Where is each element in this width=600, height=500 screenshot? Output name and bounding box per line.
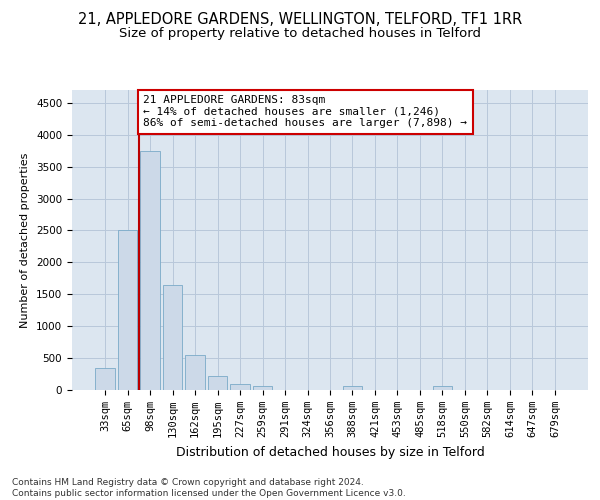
Bar [185,355,205,390]
Bar [253,386,272,390]
Text: 21 APPLEDORE GARDENS: 83sqm
← 14% of detached houses are smaller (1,246)
86% of : 21 APPLEDORE GARDENS: 83sqm ← 14% of det… [143,95,467,128]
Bar [118,230,137,390]
Bar [433,386,452,390]
Y-axis label: Number of detached properties: Number of detached properties [20,152,31,328]
Bar [343,386,362,390]
Text: Contains HM Land Registry data © Crown copyright and database right 2024.
Contai: Contains HM Land Registry data © Crown c… [12,478,406,498]
Text: 21, APPLEDORE GARDENS, WELLINGTON, TELFORD, TF1 1RR: 21, APPLEDORE GARDENS, WELLINGTON, TELFO… [78,12,522,28]
Bar [95,368,115,390]
Bar [163,284,182,390]
Bar [230,384,250,390]
Bar [140,150,160,390]
Bar [208,376,227,390]
Text: Size of property relative to detached houses in Telford: Size of property relative to detached ho… [119,28,481,40]
X-axis label: Distribution of detached houses by size in Telford: Distribution of detached houses by size … [176,446,484,458]
